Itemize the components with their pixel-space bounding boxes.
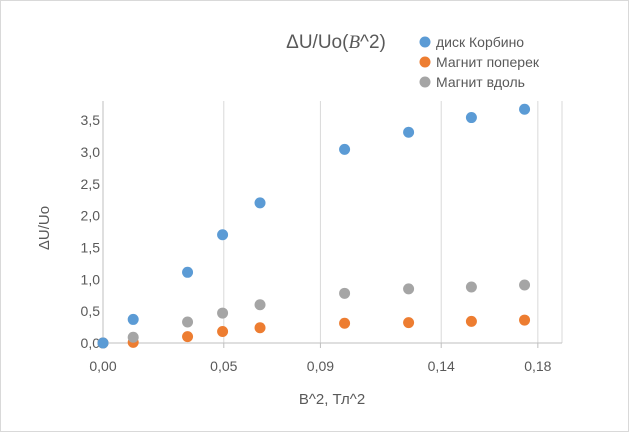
x-axis-label: B^2, Тл^2 xyxy=(299,391,365,408)
data-point xyxy=(217,307,229,319)
data-point xyxy=(519,279,531,291)
data-point xyxy=(217,229,229,241)
data-point xyxy=(339,317,351,329)
data-point xyxy=(97,337,109,349)
data-point xyxy=(217,326,229,338)
data-points xyxy=(97,103,531,349)
legend: диск Корбино Магнит поперек Магнит вдоль xyxy=(419,34,540,90)
data-point xyxy=(339,287,351,299)
data-point xyxy=(127,331,139,343)
y-tick-label: 1,5 xyxy=(81,239,101,255)
data-point xyxy=(182,331,194,343)
y-axis-label: ΔU/Uo xyxy=(36,206,53,250)
legend-marker xyxy=(419,36,431,48)
data-point xyxy=(127,313,139,325)
y-tick-label: 1,0 xyxy=(81,271,101,287)
legend-marker xyxy=(419,56,431,68)
grid-lines xyxy=(223,101,563,343)
legend-label: диск Корбино xyxy=(436,34,524,50)
legend-label: Магнит поперек xyxy=(436,54,540,70)
data-point xyxy=(254,299,266,311)
data-point xyxy=(519,103,531,115)
x-tick-label: 0,18 xyxy=(524,358,551,374)
data-point xyxy=(465,112,477,124)
y-tick-label: 3,5 xyxy=(81,112,101,128)
axes: 0,00 0,05 0,09 0,14 0,18 0,0 0,5 1,0 1,5 2,0 2,5 3,… xyxy=(81,101,562,374)
data-point xyxy=(465,315,477,327)
y-tick-label: 2,5 xyxy=(81,176,101,192)
y-tick-label: 0,0 xyxy=(81,335,101,351)
data-point xyxy=(182,266,194,278)
x-tick-label: 0,14 xyxy=(428,358,455,374)
y-tick-label: 0,5 xyxy=(81,303,101,319)
x-tick-label: 0,00 xyxy=(89,358,116,374)
data-point xyxy=(182,316,194,328)
legend-label: Магнит вдоль xyxy=(436,74,525,90)
chart-title: ΔU/Uo(B^2) xyxy=(286,32,386,53)
y-tick-label: 3,0 xyxy=(81,144,101,160)
data-point xyxy=(403,283,415,295)
data-point xyxy=(519,314,531,326)
data-point xyxy=(254,322,266,334)
y-tick-label: 2,0 xyxy=(81,208,101,224)
data-point xyxy=(403,317,415,329)
legend-marker xyxy=(419,76,431,88)
data-point xyxy=(339,143,351,155)
x-tick-label: 0,09 xyxy=(307,358,334,374)
data-point xyxy=(403,126,415,138)
data-point xyxy=(254,197,266,209)
data-point xyxy=(465,281,477,293)
x-tick-label: 0,05 xyxy=(210,358,237,374)
